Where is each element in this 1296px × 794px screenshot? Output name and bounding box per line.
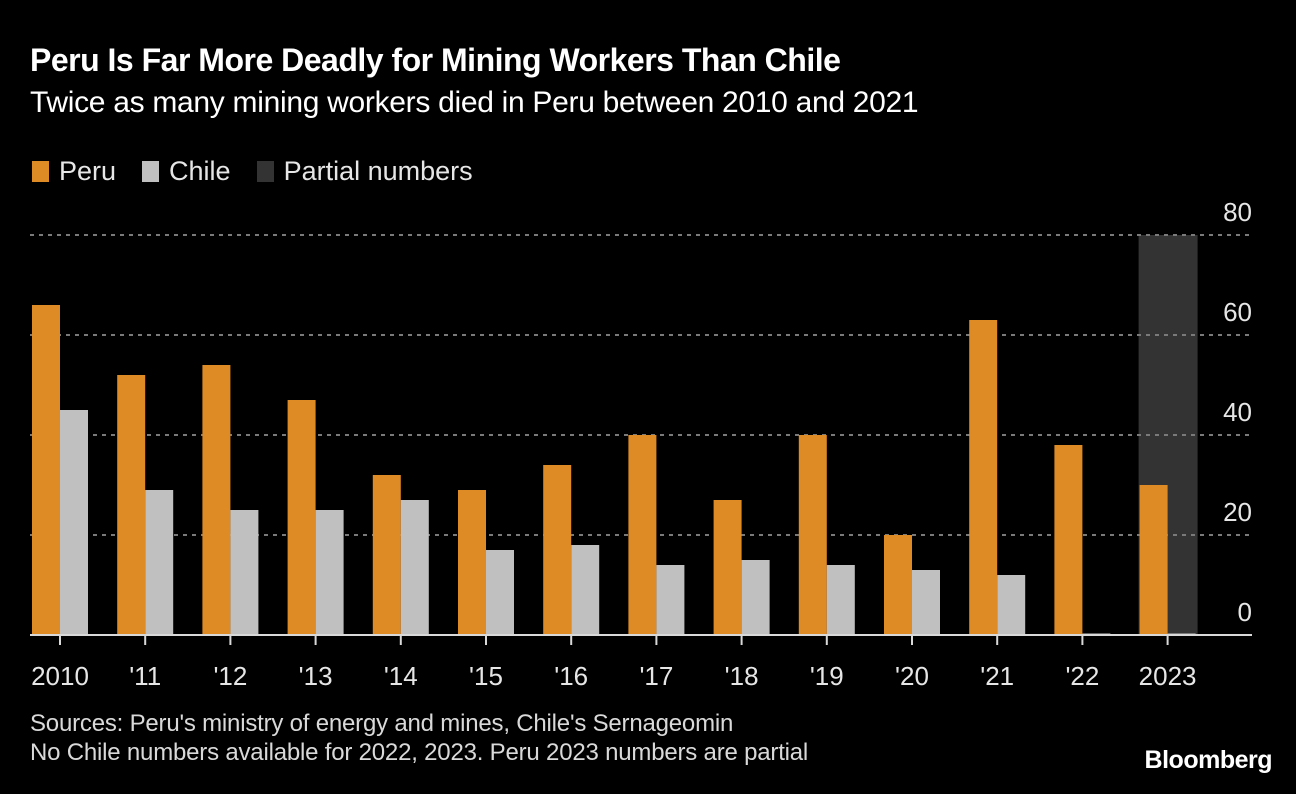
bar-peru — [372, 475, 401, 635]
bar-peru — [543, 465, 572, 635]
x-tick-label: '18 — [725, 661, 759, 691]
bars — [32, 305, 1196, 635]
x-tick-label: '21 — [980, 661, 1014, 691]
y-axis: 0 20 40 60 80 — [1223, 197, 1252, 627]
y-tick-label: 80 — [1223, 197, 1252, 227]
bar-chile — [60, 410, 88, 635]
bar-chile — [486, 550, 514, 635]
bar-chile — [656, 565, 685, 635]
bar-peru — [628, 435, 657, 635]
legend-swatch-partial — [256, 161, 274, 182]
bar-peru — [202, 365, 231, 635]
bar-chile — [826, 565, 855, 635]
y-tick-label: 40 — [1223, 397, 1252, 427]
data-note: No Chile numbers available for 2022, 202… — [30, 739, 809, 766]
legend-item-partial: Partial numbers — [256, 156, 473, 187]
legend-swatch-chile — [142, 161, 160, 182]
bloomberg-logo: Bloomberg — [1144, 746, 1273, 774]
chart-subtitle: Twice as many mining workers died in Per… — [30, 86, 919, 119]
sources-note: Sources: Peru's ministry of energy and m… — [30, 710, 734, 737]
x-tick-label: '13 — [299, 661, 333, 691]
x-tick-label: '16 — [554, 661, 588, 691]
legend-swatch-peru — [32, 161, 49, 182]
legend: Peru Chile Partial numbers — [32, 156, 499, 187]
legend-item-chile: Chile — [142, 156, 231, 187]
bar-peru — [713, 500, 742, 635]
bar-peru — [1054, 445, 1083, 635]
bar-chile — [997, 575, 1026, 635]
bar-chile — [912, 570, 940, 635]
legend-label-chile: Chile — [169, 156, 231, 186]
bar-peru — [287, 400, 316, 635]
x-tick-label: '22 — [1065, 661, 1099, 691]
bar-peru — [458, 490, 486, 635]
y-tick-label: 0 — [1238, 597, 1252, 627]
bar-peru — [969, 320, 998, 635]
bar-chile — [145, 490, 174, 635]
bar-chile — [741, 560, 770, 635]
x-tick-label: '17 — [639, 661, 673, 691]
bar-peru — [884, 535, 912, 635]
bar-peru — [798, 435, 827, 635]
bar-chile — [230, 510, 259, 635]
y-tick-label: 20 — [1223, 497, 1252, 527]
chart-title: Peru Is Far More Deadly for Mining Worke… — [30, 42, 841, 78]
bar-peru — [1139, 485, 1168, 635]
x-axis: 2010 '11 '12 '13 '14 '15 '16 '17 '18 '19 '20 '21 '22… — [30, 634, 1252, 691]
legend-item-peru: Peru — [32, 156, 116, 187]
bar-peru — [117, 375, 146, 635]
x-tick-label: '19 — [810, 661, 844, 691]
gridlines — [30, 234, 1252, 536]
y-tick-label: 60 — [1223, 297, 1252, 327]
bar-chile — [315, 510, 344, 635]
x-tick-label: '15 — [469, 661, 503, 691]
bar-chile — [400, 500, 429, 635]
bar-peru — [32, 305, 60, 635]
x-tick-label: '11 — [129, 661, 161, 691]
bar-chile — [571, 545, 600, 635]
x-tick-label: '12 — [213, 661, 247, 691]
legend-label-partial: Partial numbers — [283, 156, 473, 186]
x-tick-label: 2023 — [1139, 661, 1197, 691]
legend-label-peru: Peru — [59, 156, 117, 186]
x-tick-label: 2010 — [31, 661, 89, 691]
x-tick-label: '14 — [384, 661, 418, 691]
x-tick-label: '20 — [895, 661, 929, 691]
